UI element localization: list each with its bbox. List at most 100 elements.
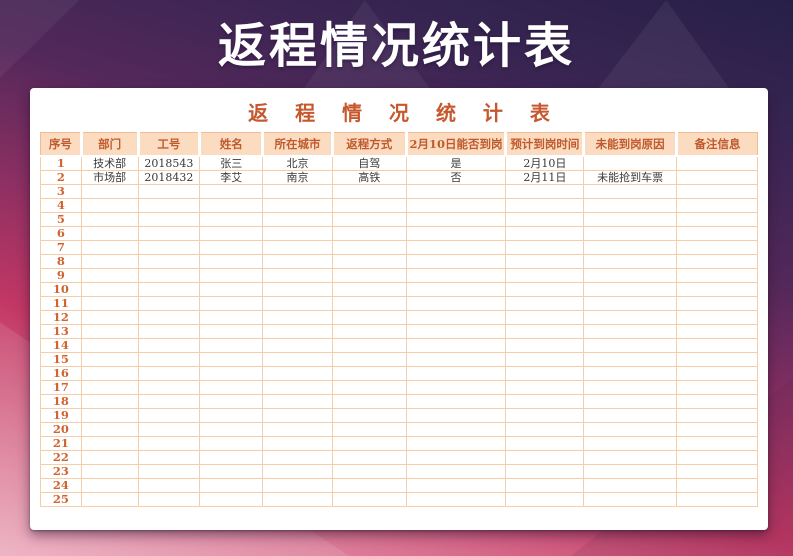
cell [262,491,333,507]
cell [331,239,407,255]
cell [80,477,139,493]
cell [405,239,507,255]
cell [199,365,264,381]
cell [262,407,333,423]
cell [505,309,585,325]
table-row: 17 [40,379,759,395]
table-row: 20 [40,421,759,437]
cell: 2018432 [137,169,201,185]
cell [405,435,507,451]
cell [199,379,264,395]
cell [199,435,264,451]
table-card: 返 程 情 况 统 计 表 序号 部门 工号 姓名 所在城市 返程方式 2月10日能否到岗预… [30,88,768,530]
cell [262,337,333,353]
cell [137,211,201,227]
cell [80,225,139,241]
cell: 南京 [262,169,333,185]
row-number: 3 [40,183,82,199]
row-number: 11 [40,295,82,311]
column-header: 序号 [40,132,82,157]
cell: 市场部 [80,169,139,185]
cell [405,309,507,325]
cell [80,393,139,409]
cell [331,295,407,311]
cell [331,435,407,451]
cell [583,309,677,325]
cell [137,491,201,507]
cell [505,491,585,507]
cell [262,449,333,465]
table-row: 15 [40,351,759,367]
cell [583,393,677,409]
cell [137,225,201,241]
cell [505,225,585,241]
cell [262,379,333,395]
cell [505,351,585,367]
table-row: 25 [40,491,759,507]
cell [80,309,139,325]
cell: 2月11日 [505,169,585,185]
cell [199,309,264,325]
cell [262,267,333,283]
cell [405,211,507,227]
cell [583,225,677,241]
cell [675,169,759,185]
cell: 高铁 [331,169,407,185]
cell [331,225,407,241]
cell [405,365,507,381]
cell [199,393,264,409]
cell [137,435,201,451]
cell [331,491,407,507]
table-row: 24 [40,477,759,493]
table-row: 8 [40,253,759,269]
cell [199,337,264,353]
cell [505,365,585,381]
cell [199,449,264,465]
cell [675,295,759,311]
cell [137,183,201,199]
cell [505,253,585,269]
cell [331,379,407,395]
row-number: 18 [40,393,82,409]
row-number: 14 [40,337,82,353]
row-number: 20 [40,421,82,437]
cell [199,295,264,311]
table-row: 3 [40,183,759,199]
cell [505,379,585,395]
cell [262,309,333,325]
cell [80,267,139,283]
cell [262,281,333,297]
cell [199,281,264,297]
row-number: 23 [40,463,82,479]
cell [675,267,759,283]
cell [675,253,759,269]
cell [505,435,585,451]
cell [505,183,585,199]
cell [405,225,507,241]
row-number: 17 [40,379,82,395]
cell [505,407,585,423]
cell [505,211,585,227]
cell [262,183,333,199]
cell [331,267,407,283]
cell [199,197,264,213]
cell [405,323,507,339]
cell [675,491,759,507]
table-row: 2 市场部 2018432 李艾 南京 高铁否 2月11日 未能抢到车票 [40,169,759,185]
cell [137,323,201,339]
row-number: 6 [40,225,82,241]
cell [583,183,677,199]
cell [675,211,759,227]
cell [583,379,677,395]
table-row: 22 [40,449,759,465]
cell [199,267,264,283]
cell [137,393,201,409]
row-number: 15 [40,351,82,367]
cell [262,253,333,269]
cell [675,421,759,437]
cell [675,477,759,493]
table-row: 23 [40,463,759,479]
cell [331,449,407,465]
cell [675,379,759,395]
